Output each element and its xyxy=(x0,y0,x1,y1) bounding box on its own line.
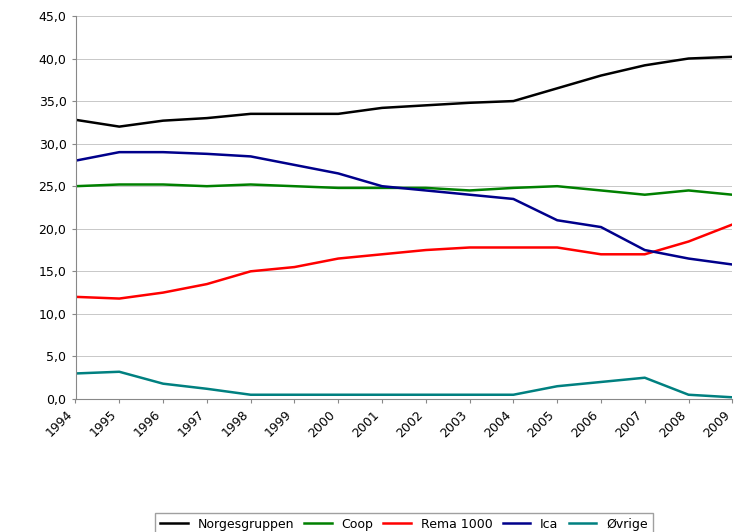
Norgesgruppen xyxy=(202,115,211,121)
Line: Coop: Coop xyxy=(76,185,732,195)
Øvrige xyxy=(246,392,255,398)
Øvrige xyxy=(596,379,606,385)
Norgesgruppen xyxy=(246,111,255,117)
Coop xyxy=(202,183,211,189)
Norgesgruppen xyxy=(71,117,80,123)
Coop xyxy=(290,183,299,189)
Rema 1000 xyxy=(290,264,299,270)
Ica xyxy=(596,224,606,230)
Rema 1000 xyxy=(509,244,518,251)
Rema 1000 xyxy=(334,255,343,262)
Norgesgruppen xyxy=(421,102,430,109)
Line: Ica: Ica xyxy=(76,152,732,264)
Øvrige xyxy=(421,392,430,398)
Coop xyxy=(596,187,606,194)
Coop xyxy=(509,185,518,191)
Norgesgruppen xyxy=(553,85,562,92)
Coop xyxy=(246,181,255,188)
Coop xyxy=(728,192,737,198)
Rema 1000 xyxy=(640,251,649,257)
Ica xyxy=(640,247,649,253)
Line: Øvrige: Øvrige xyxy=(76,372,732,397)
Rema 1000 xyxy=(596,251,606,257)
Ica xyxy=(728,261,737,268)
Norgesgruppen xyxy=(334,111,343,117)
Coop xyxy=(465,187,474,194)
Øvrige xyxy=(290,392,299,398)
Legend: Norgesgruppen, Coop, Rema 1000, Ica, Øvrige: Norgesgruppen, Coop, Rema 1000, Ica, Øvr… xyxy=(155,512,653,532)
Rema 1000 xyxy=(378,251,387,257)
Coop xyxy=(640,192,649,198)
Rema 1000 xyxy=(728,221,737,228)
Line: Rema 1000: Rema 1000 xyxy=(76,225,732,298)
Øvrige xyxy=(465,392,474,398)
Rema 1000 xyxy=(202,281,211,287)
Ica xyxy=(509,196,518,202)
Rema 1000 xyxy=(159,289,168,296)
Norgesgruppen xyxy=(465,99,474,106)
Øvrige xyxy=(115,369,124,375)
Øvrige xyxy=(159,380,168,387)
Coop xyxy=(378,185,387,191)
Øvrige xyxy=(378,392,387,398)
Coop xyxy=(71,183,80,189)
Ica xyxy=(159,149,168,155)
Ica xyxy=(421,187,430,194)
Norgesgruppen xyxy=(596,72,606,79)
Ica xyxy=(553,217,562,223)
Øvrige xyxy=(509,392,518,398)
Ica xyxy=(115,149,124,155)
Norgesgruppen xyxy=(378,105,387,111)
Norgesgruppen xyxy=(640,62,649,69)
Øvrige xyxy=(728,394,737,401)
Coop xyxy=(334,185,343,191)
Ica xyxy=(684,255,693,262)
Ica xyxy=(202,151,211,157)
Øvrige xyxy=(553,383,562,389)
Rema 1000 xyxy=(246,268,255,275)
Ica xyxy=(378,183,387,189)
Coop xyxy=(553,183,562,189)
Rema 1000 xyxy=(553,244,562,251)
Øvrige xyxy=(684,392,693,398)
Øvrige xyxy=(640,375,649,381)
Rema 1000 xyxy=(465,244,474,251)
Rema 1000 xyxy=(115,295,124,302)
Ica xyxy=(71,157,80,164)
Øvrige xyxy=(334,392,343,398)
Rema 1000 xyxy=(421,247,430,253)
Rema 1000 xyxy=(71,294,80,300)
Norgesgruppen xyxy=(684,55,693,62)
Norgesgruppen xyxy=(290,111,299,117)
Norgesgruppen xyxy=(509,98,518,104)
Coop xyxy=(421,185,430,191)
Rema 1000 xyxy=(684,238,693,245)
Norgesgruppen xyxy=(728,54,737,60)
Norgesgruppen xyxy=(115,123,124,130)
Øvrige xyxy=(202,386,211,392)
Norgesgruppen xyxy=(159,118,168,124)
Coop xyxy=(115,181,124,188)
Ica xyxy=(290,162,299,168)
Ica xyxy=(465,192,474,198)
Ica xyxy=(246,153,255,160)
Øvrige xyxy=(71,370,80,377)
Ica xyxy=(334,170,343,177)
Coop xyxy=(159,181,168,188)
Coop xyxy=(684,187,693,194)
Line: Norgesgruppen: Norgesgruppen xyxy=(76,57,732,127)
